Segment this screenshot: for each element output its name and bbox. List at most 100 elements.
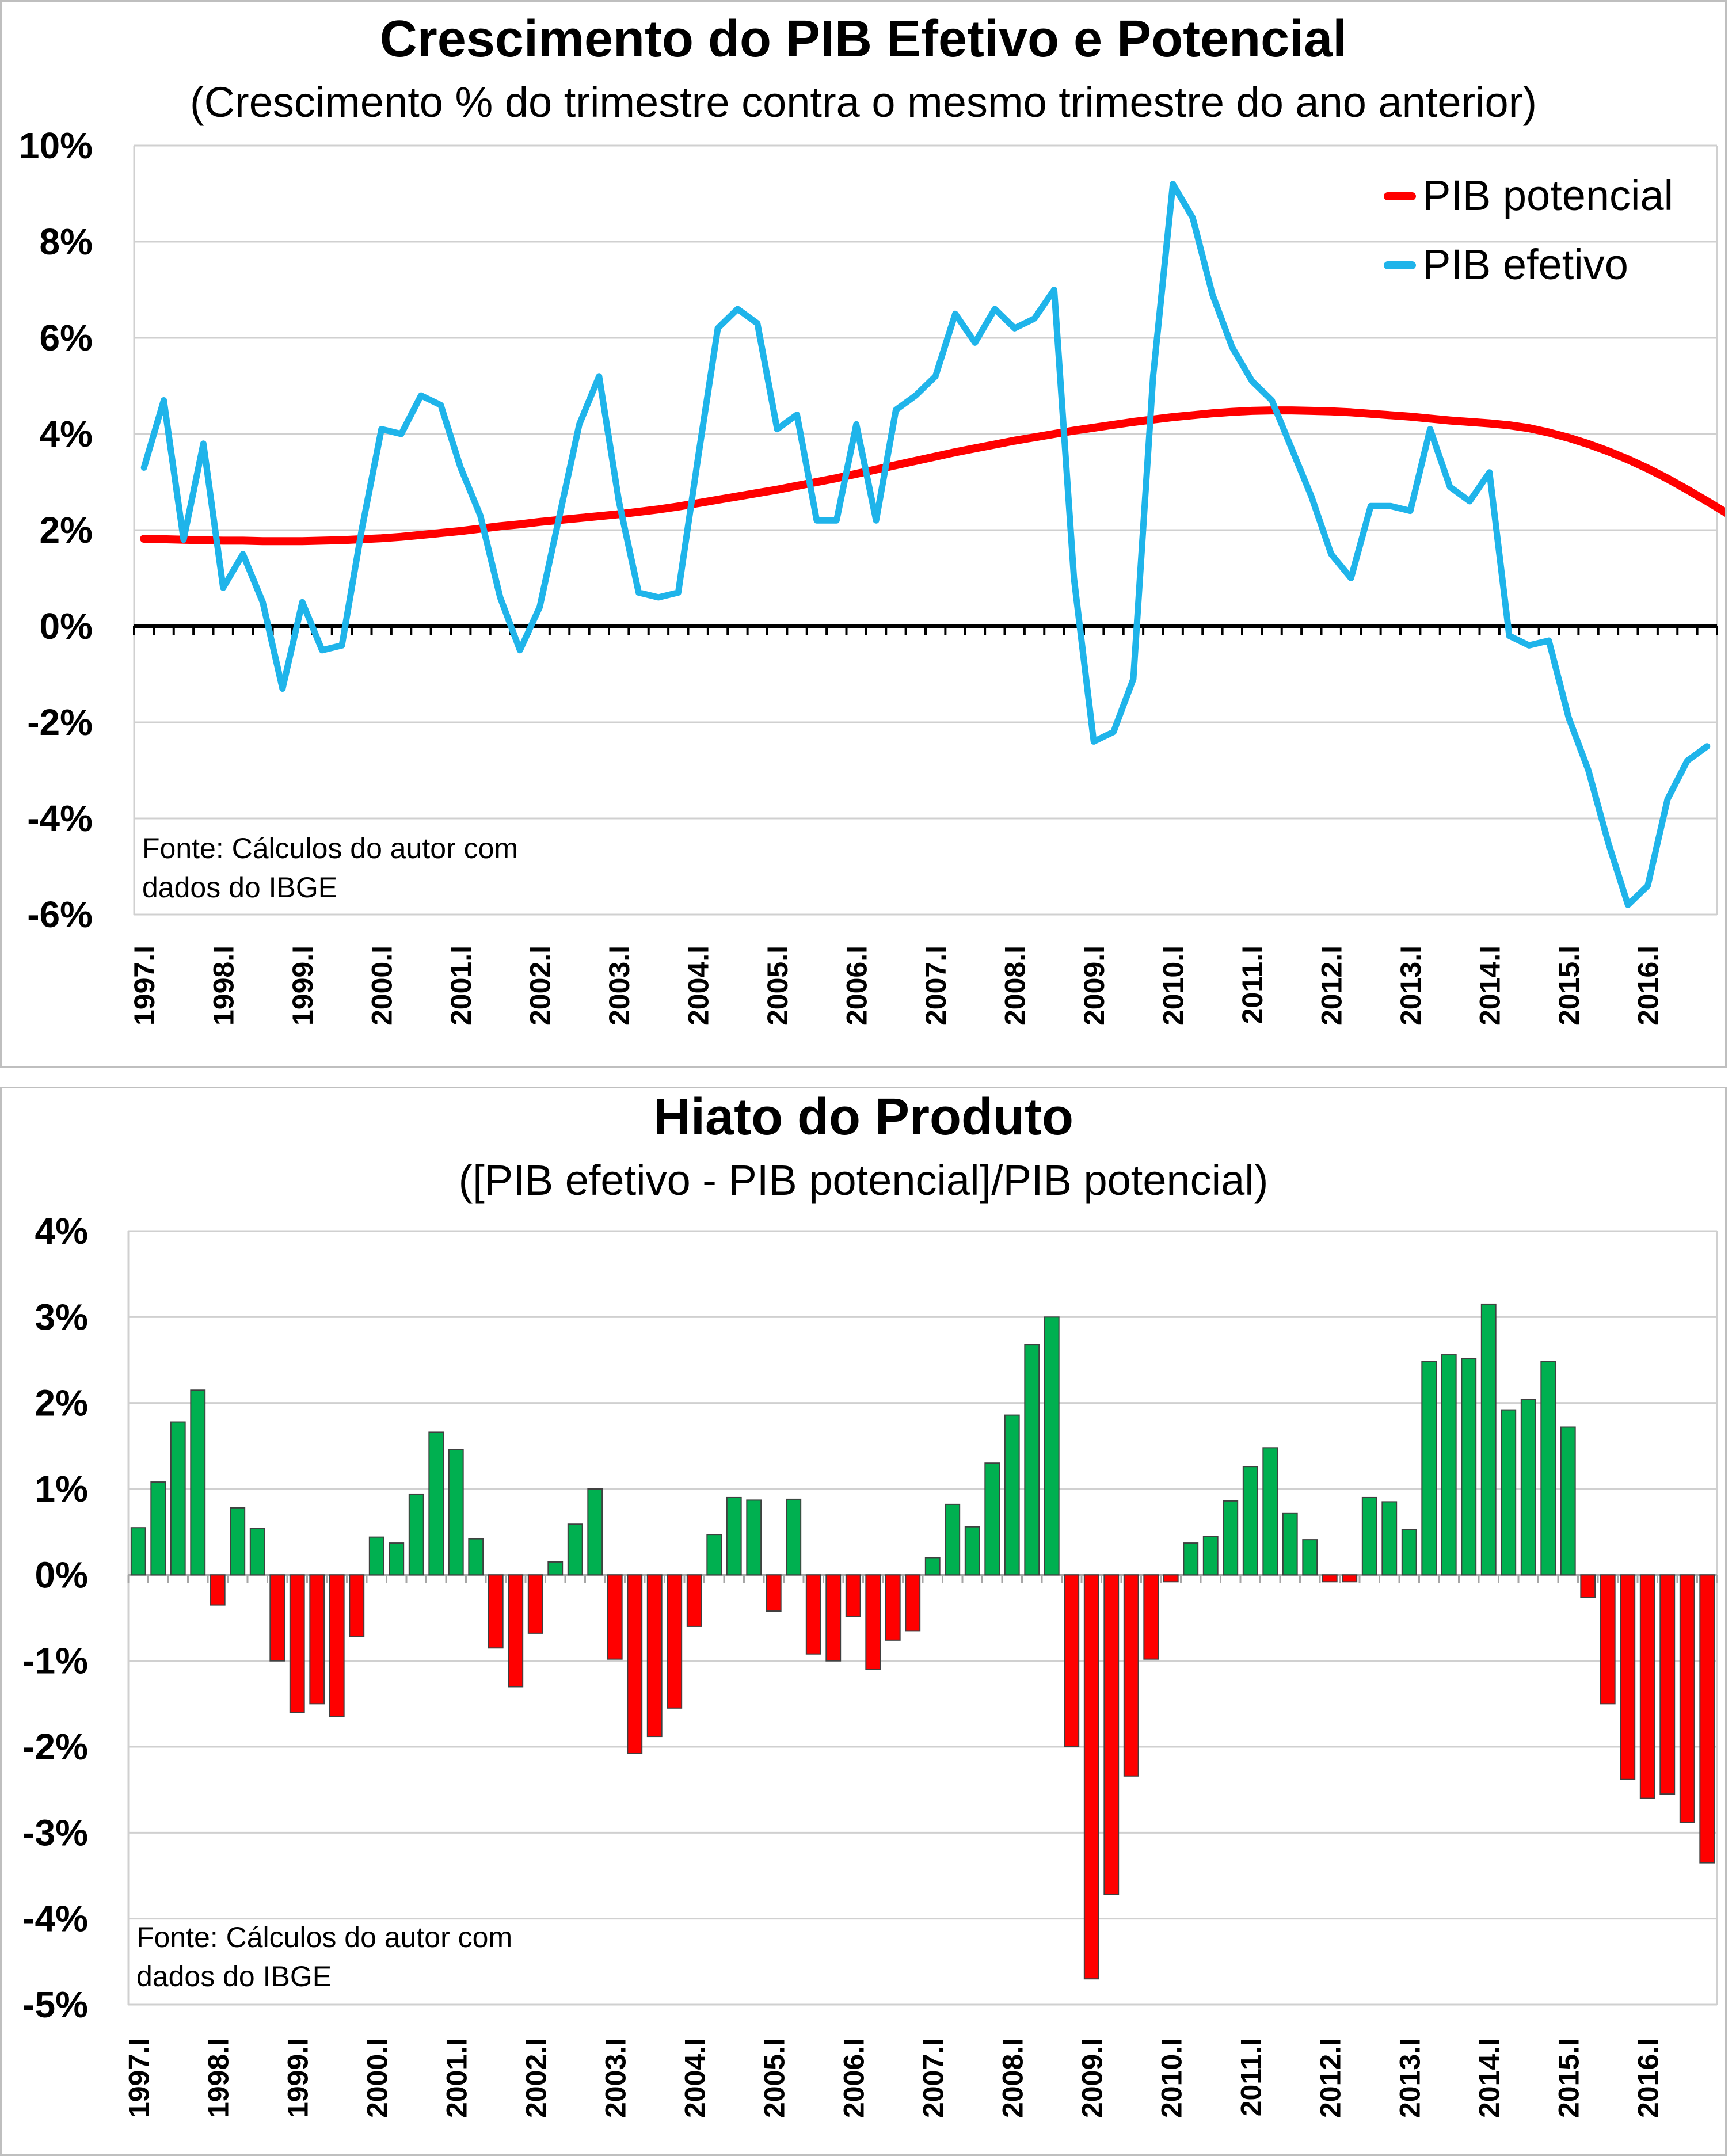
- x-tick-label: 1999.I: [281, 2038, 314, 2118]
- x-tick-label: 2003.I: [603, 946, 635, 1026]
- gap-bar: [1242, 1466, 1258, 1576]
- gap-bar: [1461, 1358, 1477, 1576]
- series-line-pib-potencial: [140, 406, 1725, 546]
- gap-bar: [210, 1574, 226, 1606]
- output-gap-chart-panel: Hiato do Produto ([PIB efetivo - PIB pot…: [0, 1087, 1727, 2156]
- x-tick-label: 2003.I: [599, 2038, 631, 2118]
- gap-bar: [289, 1574, 305, 1713]
- gap-bar: [1044, 1316, 1060, 1576]
- x-tick-label: 2002.I: [520, 2038, 552, 2118]
- gap-bar: [984, 1462, 1000, 1576]
- y-tick-label: -3%: [22, 1812, 88, 1853]
- series-lines: [140, 181, 1725, 908]
- gap-bar: [170, 1421, 186, 1576]
- y-tick-label: -4%: [27, 798, 93, 839]
- gap-bar: [1282, 1512, 1298, 1576]
- gap-bar: [547, 1561, 564, 1576]
- y-tick-label: -6%: [27, 894, 93, 935]
- potential-gdp-chart: Crescimento do PIB Efetivo e Potencial (…: [19, 10, 1725, 1026]
- gap-bar: [786, 1498, 802, 1576]
- series-line-pib-efetivo: [140, 181, 1711, 908]
- x-tick-label: 1999.I: [287, 946, 319, 1026]
- gap-bar: [527, 1574, 543, 1634]
- x-tick-label: 1998.I: [208, 946, 240, 1026]
- gap-bar: [1600, 1574, 1616, 1705]
- x-axis-ticks: 1997.I 1998.I 1999.I 2000.I 2001.I 2002.I 2003…: [123, 2038, 1664, 2118]
- gap-bar: [805, 1574, 821, 1655]
- gap-bar: [1064, 1574, 1080, 1747]
- gap-bar: [269, 1574, 285, 1662]
- x-tick-label: 2000.I: [366, 946, 398, 1026]
- x-tick-label: 2016.I: [1632, 2038, 1664, 2118]
- gap-bar: [1639, 1574, 1655, 1799]
- y-tick-label: 3%: [35, 1296, 89, 1338]
- gap-bar: [309, 1574, 325, 1705]
- gap-bar: [1262, 1447, 1278, 1576]
- x-tick-label: 2001.I: [440, 2038, 473, 2118]
- x-tick-label: 2008.I: [999, 946, 1031, 1026]
- gap-bar: [428, 1431, 444, 1576]
- gap-bar: [627, 1574, 643, 1754]
- gap-bar: [567, 1523, 583, 1576]
- gap-bars: [130, 1303, 1715, 1980]
- chart-subtitle: ([PIB efetivo - PIB potencial]/PIB poten…: [459, 1156, 1269, 1204]
- y-tick-label: 6%: [40, 317, 93, 359]
- legend-label-potencial: PIB potencial: [1422, 172, 1673, 219]
- gap-bar: [1322, 1574, 1338, 1583]
- x-tick-label: 2002.I: [524, 946, 557, 1026]
- gap-bar: [1183, 1542, 1199, 1576]
- y-tick-label: -2%: [22, 1726, 88, 1768]
- gap-bar: [1401, 1529, 1417, 1576]
- x-tick-label: 2004.I: [683, 946, 715, 1026]
- x-tick-label: 1998.I: [202, 2038, 234, 2118]
- gap-bar: [667, 1574, 683, 1709]
- y-tick-label: 8%: [40, 221, 93, 262]
- y-tick-label: -2%: [27, 702, 93, 743]
- chart-title: Crescimento do PIB Efetivo e Potencial: [380, 10, 1347, 68]
- gap-bar: [329, 1574, 345, 1717]
- y-tick-label: 2%: [35, 1382, 89, 1424]
- gap-bar: [686, 1574, 702, 1627]
- gap-bar: [726, 1496, 742, 1576]
- gap-bar: [1441, 1354, 1457, 1576]
- gridlines: [133, 144, 1718, 916]
- y-tick-label: -5%: [22, 1984, 88, 2025]
- gap-bar: [1004, 1414, 1020, 1576]
- gap-bar: [845, 1574, 861, 1617]
- gap-bar: [190, 1389, 206, 1576]
- gap-bar: [230, 1507, 246, 1576]
- gap-bar: [646, 1574, 663, 1738]
- y-tick-label: 1%: [35, 1468, 89, 1510]
- x-tick-label: 2008.I: [996, 2038, 1029, 2118]
- x-tick-label: 2005.I: [762, 946, 794, 1026]
- gap-bar: [945, 1503, 961, 1576]
- gap-bar: [1024, 1344, 1040, 1576]
- x-tick-label: 2014.I: [1473, 2038, 1505, 2118]
- potential-gdp-chart-panel: Crescimento do PIB Efetivo e Potencial (…: [0, 0, 1727, 1068]
- gap-bar: [468, 1538, 484, 1576]
- x-tick-label: 2011.I: [1236, 946, 1269, 1024]
- gap-bar: [1540, 1361, 1556, 1576]
- gap-bar: [349, 1574, 365, 1637]
- x-tick-label: 2000.I: [361, 2038, 393, 2118]
- legend-label-efetivo: PIB efetivo: [1422, 241, 1628, 288]
- x-tick-label: 2016.I: [1632, 946, 1665, 1026]
- gap-bar: [1143, 1574, 1159, 1660]
- x-tick-label: 1997.I: [123, 2038, 155, 2118]
- x-tick-label: 2009.I: [1076, 2038, 1108, 2118]
- gap-bar: [508, 1574, 524, 1688]
- gap-bar: [368, 1536, 384, 1576]
- output-gap-chart: Hiato do Produto ([PIB efetivo - PIB pot…: [22, 1088, 1718, 2118]
- x-tick-label: 2010.I: [1155, 2038, 1187, 2118]
- x-tick-label: 1997.I: [128, 946, 161, 1026]
- gap-bar: [448, 1449, 464, 1576]
- gap-bar: [1520, 1399, 1536, 1576]
- x-tick-label: 2007.I: [920, 946, 952, 1026]
- y-tick-label: 0%: [35, 1554, 89, 1595]
- chart-subtitle: (Crescimento % do trimestre contra o mes…: [190, 78, 1537, 126]
- gap-bar: [1659, 1574, 1676, 1795]
- gap-bar: [1699, 1574, 1715, 1864]
- y-tick-label: -4%: [22, 1898, 88, 1940]
- x-tick-label: 2012.I: [1316, 946, 1348, 1026]
- gap-bar: [885, 1574, 901, 1641]
